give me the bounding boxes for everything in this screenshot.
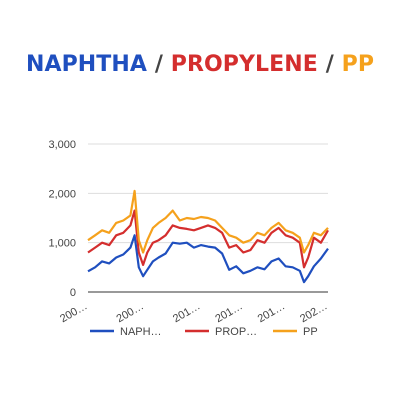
x-tick-label: 201…: [256, 300, 287, 325]
series-lines: [87, 189, 329, 284]
title-propylene: PROPYLENE: [170, 52, 318, 77]
x-tick-label: 200…: [115, 300, 146, 325]
series-line-pp: [87, 189, 329, 254]
y-tick-label: 0: [70, 287, 76, 299]
y-tick-label: 3,000: [48, 139, 76, 151]
x-tick-label: 200…: [58, 300, 89, 325]
title-separator: /: [147, 52, 171, 77]
series-line-propylene: [87, 209, 329, 269]
title-pp: PP: [341, 52, 375, 77]
x-tick-label: 201…: [213, 300, 244, 325]
legend-label-naphtha: NAPH…: [120, 326, 162, 338]
x-tick-label: 201…: [171, 300, 202, 325]
y-tick-label: 1,000: [48, 238, 76, 250]
title-naphtha: NAPHTHA: [25, 52, 148, 77]
legend: NAPH… PROP… PP: [90, 326, 318, 338]
series-line-naphtha: [87, 234, 329, 284]
legend-label-propylene: PROP…: [215, 326, 257, 338]
x-tick-label: 202…: [298, 300, 329, 325]
chart-title: NAPHTHA / PROPYLENE / PP: [0, 52, 400, 77]
y-axis-ticks: 0 1,000 2,000 3,000: [48, 139, 76, 299]
y-tick-label: 2,000: [48, 188, 76, 200]
legend-label-pp: PP: [303, 326, 318, 338]
title-separator: /: [317, 52, 342, 77]
x-axis-ticks: 200… 200… 201… 201… 201… 202…: [58, 300, 329, 325]
grid-lines: [88, 143, 328, 244]
